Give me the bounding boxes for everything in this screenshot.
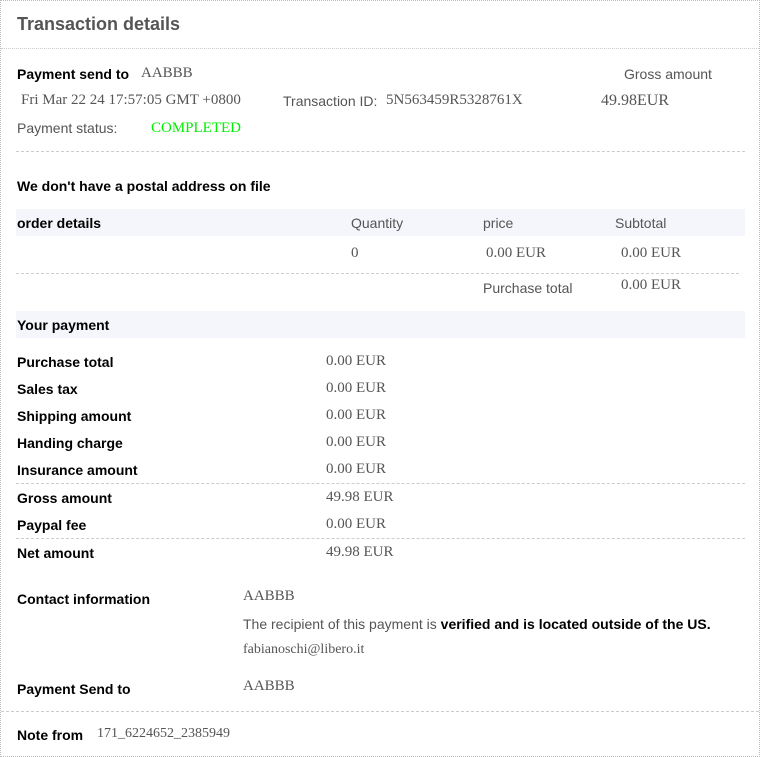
quantity-header: Quantity — [351, 215, 404, 231]
payment-status-value: COMPLETED — [151, 120, 241, 136]
verification-prefix: The recipient of this payment is — [243, 616, 441, 632]
payment-row-label: Gross amount — [17, 490, 112, 506]
order-details-header — [16, 209, 745, 236]
note-from-value: 171_6224652_2385949 — [97, 726, 230, 741]
payment-row-value: 0.00 EUR — [326, 353, 386, 369]
payment-row-value: 0.00 EUR — [326, 380, 386, 396]
gross-amount-label: Gross amount — [624, 66, 712, 82]
payment-status-label: Payment status: — [17, 120, 118, 136]
transaction-id-value: 5N563459R5328761X — [386, 92, 523, 108]
note-from-label: Note from — [17, 727, 84, 743]
your-payment-label: Your payment — [17, 317, 110, 333]
payment-row-value: 0.00 EUR — [326, 461, 386, 477]
payment-row-label: Handing charge — [17, 435, 123, 451]
order-subtotal: 0.00 EUR — [621, 245, 681, 261]
payment-row-label: Shipping amount — [17, 408, 132, 424]
price-header: price — [483, 215, 514, 231]
transaction-date: Fri Mar 22 24 17:57:05 GMT +0800 — [21, 92, 241, 108]
gross-amount-value: 49.98EUR — [601, 92, 669, 109]
postal-address-note: We don't have a postal address on file — [17, 178, 271, 194]
send-to-value: AABBB — [141, 65, 193, 81]
verification-status: verified and is located outside of the U… — [440, 616, 711, 632]
payment-send-to-label: Payment Send to — [17, 681, 131, 697]
subtotal-header: Subtotal — [615, 215, 667, 231]
contact-info-label: Contact information — [17, 591, 150, 607]
send-to-label: Payment send to — [17, 66, 130, 82]
purchase-total-value: 0.00 EUR — [621, 277, 681, 293]
payment-row-value: 0.00 EUR — [326, 516, 386, 532]
payment-row-value: 49.98 EUR — [326, 489, 394, 505]
verification-text: The recipient of this payment is verifie… — [243, 616, 711, 632]
contact-name: AABBB — [243, 588, 295, 604]
payment-row-value: 0.00 EUR — [326, 407, 386, 423]
order-details-label: order details — [17, 215, 102, 231]
payment-row-value: 0.00 EUR — [326, 434, 386, 450]
transaction-id-label: Transaction ID: — [283, 93, 378, 109]
order-quantity: 0 — [351, 245, 359, 261]
payment-row-label: Paypal fee — [17, 517, 87, 533]
payment-row-label: Net amount — [17, 545, 94, 561]
payment-row-label: Purchase total — [17, 354, 114, 370]
purchase-total-label: Purchase total — [483, 280, 573, 296]
page-title: Transaction details — [17, 14, 181, 34]
contact-email: fabianoschi@libero.it — [243, 642, 365, 657]
order-price: 0.00 EUR — [486, 245, 546, 261]
payment-send-to-value: AABBB — [243, 678, 295, 694]
your-payment-header — [16, 311, 745, 338]
payment-row-label: Sales tax — [17, 381, 78, 397]
payment-row-value: 49.98 EUR — [326, 544, 394, 560]
payment-row-label: Insurance amount — [17, 462, 138, 478]
